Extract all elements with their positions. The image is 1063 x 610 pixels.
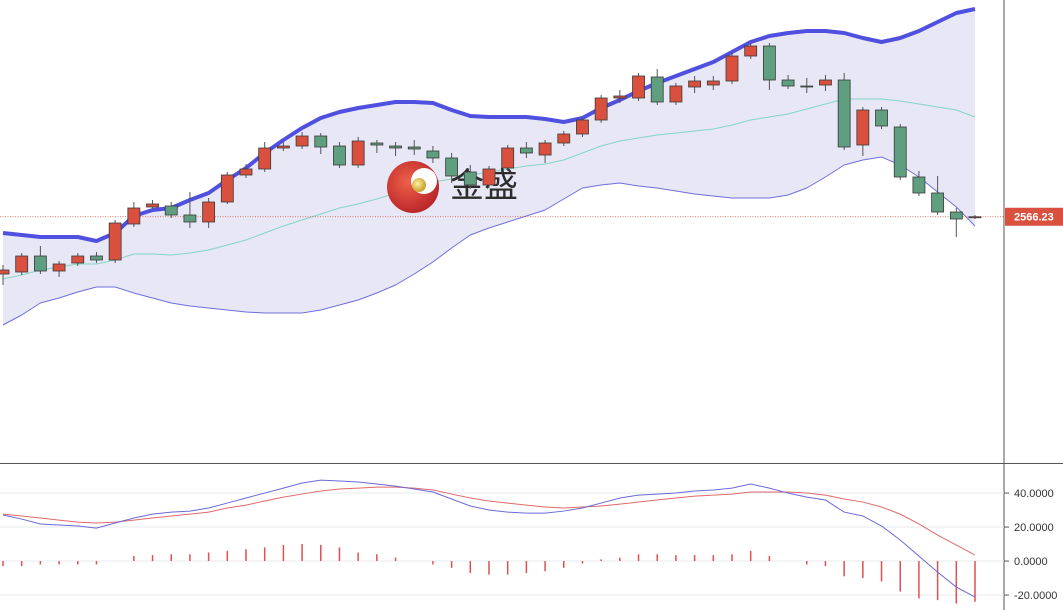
y-tick-label: 0.0000	[1014, 556, 1048, 568]
y-tick-label: 20.0000	[1014, 522, 1054, 534]
candle-body	[426, 150, 440, 159]
candle-body	[613, 95, 627, 99]
candle-body	[108, 222, 122, 261]
candle-body	[594, 97, 608, 121]
candle-body	[333, 145, 346, 166]
last-price-box	[1005, 207, 1063, 226]
last-price-label: 2566.23	[1014, 212, 1054, 224]
candle-body	[295, 135, 309, 147]
candle-body	[389, 145, 402, 149]
candle-body	[370, 142, 384, 146]
band-lower	[2, 156, 976, 326]
candle-body	[314, 135, 328, 148]
candle-body	[258, 147, 272, 170]
candle-body	[33, 255, 47, 272]
candle-body	[501, 147, 515, 169]
candle-body	[538, 142, 552, 156]
candle-body	[351, 140, 365, 166]
candle-body	[90, 255, 103, 261]
candle-body	[875, 109, 888, 127]
candle-body	[781, 79, 795, 87]
candle-body	[183, 214, 197, 223]
dea-line	[2, 486, 976, 556]
logo-dot	[412, 178, 426, 192]
candle-body	[837, 79, 851, 148]
candle-body	[819, 79, 832, 86]
candle-body	[220, 174, 234, 203]
dif-line	[2, 479, 976, 598]
candle-body	[164, 205, 178, 216]
candle-body	[968, 216, 982, 219]
candle-body	[276, 145, 290, 149]
candle-body	[127, 207, 141, 225]
candle-body	[519, 147, 533, 154]
candle-body	[856, 109, 870, 146]
candle-body	[15, 255, 29, 273]
candle-body	[0, 269, 10, 275]
candle-body	[744, 45, 758, 57]
candle-body	[706, 80, 720, 86]
candle-body	[762, 45, 776, 81]
candle-body	[912, 176, 926, 194]
candle-body	[800, 85, 814, 88]
candle-body	[146, 203, 159, 208]
y-tick-label: 40.0000	[1014, 488, 1054, 500]
candle-body	[725, 55, 739, 82]
candle-body	[688, 80, 702, 88]
candle-body	[407, 146, 421, 150]
candle-body	[71, 255, 85, 264]
candle-body	[650, 76, 664, 103]
candle-body	[463, 171, 477, 186]
candle-body	[949, 211, 963, 220]
candle-body	[445, 157, 459, 177]
candle-body	[931, 192, 945, 213]
candle-body	[669, 85, 683, 103]
candle-body	[557, 133, 571, 144]
candle-body	[632, 75, 645, 99]
candle-body	[576, 119, 589, 135]
candle-body	[482, 168, 496, 186]
candle-body	[239, 168, 253, 176]
y-tick-label: -20.0000	[1014, 590, 1057, 602]
candle-body	[893, 126, 907, 178]
candle-body	[52, 263, 66, 272]
candle-body	[202, 201, 216, 223]
